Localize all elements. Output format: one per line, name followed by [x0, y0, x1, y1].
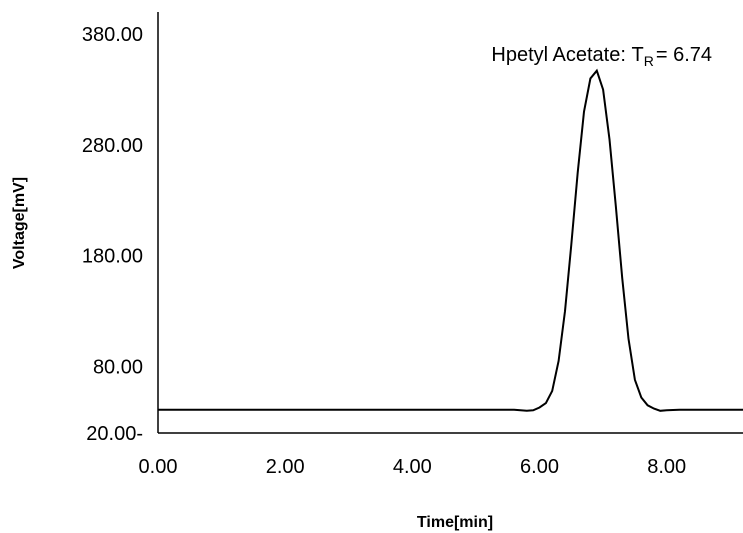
annotation-value: = 6.74 — [656, 44, 712, 66]
annotation-colon: : — [620, 44, 631, 66]
y-tick-label: 280.00 — [82, 135, 143, 157]
y-tick-label: 380.00 — [82, 24, 143, 46]
x-axis-ticks: 0.00 2.00 4.00 6.00 8.00 — [139, 456, 687, 478]
y-tick-label: 180.00 — [82, 246, 143, 268]
y-tick-label: 80.00 — [93, 357, 143, 379]
x-axis-title: Time[min] — [417, 514, 493, 531]
x-tick-label: 0.00 — [139, 456, 178, 478]
x-tick-label: 2.00 — [266, 456, 305, 478]
annotation-label: T — [631, 44, 643, 66]
annotation-compound: Hpetyl Acetate — [491, 44, 620, 66]
x-tick-label: 8.00 — [647, 456, 686, 478]
x-tick-label: 4.00 — [393, 456, 432, 478]
annotation-subscript: R — [644, 53, 654, 69]
plot-frame — [157, 12, 743, 434]
series-line — [158, 68, 743, 412]
y-axis-ticks: 20.00- 80.00 180.00 280.00 380.00 — [82, 24, 143, 445]
peak-annotation: Hpetyl Acetate: TR = 6.74 — [491, 44, 712, 69]
x-tick-label: 6.00 — [520, 456, 559, 478]
y-axis-title: Voltage[mV] — [11, 177, 28, 269]
y-tick-label: 20.00- — [86, 423, 143, 445]
